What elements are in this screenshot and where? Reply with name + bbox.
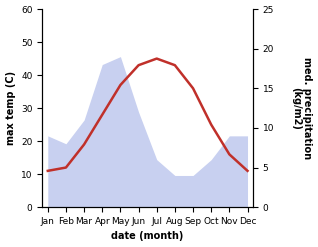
Y-axis label: max temp (C): max temp (C) bbox=[5, 71, 16, 145]
Y-axis label: med. precipitation
(kg/m2): med. precipitation (kg/m2) bbox=[291, 57, 313, 159]
X-axis label: date (month): date (month) bbox=[111, 231, 184, 242]
